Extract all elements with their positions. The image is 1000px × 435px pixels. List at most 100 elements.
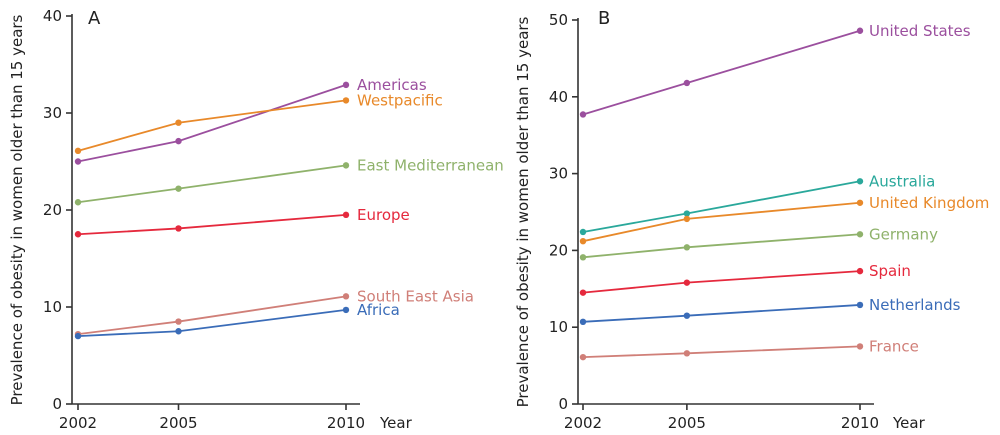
y-tick-label: 10 <box>549 318 568 336</box>
series-label: South East Asia <box>357 287 474 305</box>
y-tick-label: 40 <box>43 7 62 25</box>
x-tick-label: 2010 <box>327 414 365 432</box>
series-label: France <box>869 337 919 355</box>
data-point <box>175 318 182 325</box>
data-point <box>683 215 691 223</box>
x-tick-label: 2002 <box>59 414 97 432</box>
series-africa: Africa <box>74 301 400 340</box>
series-line <box>77 213 347 236</box>
series-label: United States <box>869 22 971 40</box>
x-tick-label: 2005 <box>159 414 197 432</box>
data-point <box>856 178 864 185</box>
y-tick-label: 50 <box>549 11 568 29</box>
series-south-east-asia: South East Asia <box>74 287 474 338</box>
data-point <box>175 119 182 126</box>
series-united-kingdom: United Kingdom <box>579 194 989 245</box>
series-line <box>582 201 861 243</box>
series-label: Germany <box>869 225 938 243</box>
series-europe: Europe <box>74 206 410 238</box>
data-point <box>856 301 864 309</box>
x-tick-label: 2010 <box>841 414 879 432</box>
data-point <box>579 353 587 361</box>
y-tick-label: 40 <box>549 88 568 106</box>
data-point <box>342 293 350 300</box>
chart-panel-a: 0 10 20 30 40 2002 2005 2010 Year Prevalence of o… <box>8 7 504 432</box>
y-tick-label: 20 <box>549 241 568 259</box>
data-point <box>683 350 691 357</box>
series-line <box>582 29 861 116</box>
series-line <box>582 304 861 323</box>
data-point <box>579 237 587 245</box>
data-point <box>579 318 587 326</box>
data-point <box>579 228 587 236</box>
y-axis-title: Prevalence of obesity in women older tha… <box>8 14 26 405</box>
data-point <box>579 289 587 296</box>
series-united-states: United States <box>579 22 971 118</box>
data-point <box>175 185 182 192</box>
data-point <box>856 231 864 238</box>
data-point <box>175 328 182 335</box>
series-label: Westpacific <box>357 91 443 109</box>
data-point <box>342 162 350 169</box>
series-line <box>77 99 347 152</box>
data-point <box>342 306 350 314</box>
series-label: Spain <box>869 262 911 280</box>
data-point <box>175 225 182 232</box>
x-tick-label: 2002 <box>564 414 602 432</box>
data-point <box>856 267 864 275</box>
data-point <box>74 199 82 206</box>
data-point <box>579 254 587 261</box>
series-australia: Australia <box>579 172 935 236</box>
x-tick-label: 2005 <box>668 414 706 432</box>
data-point <box>579 111 587 118</box>
series-line <box>582 345 861 359</box>
data-point <box>856 343 864 350</box>
chart-panel-b: 0 10 20 30 40 50 2002 2005 2010 Year Prevalence of… <box>514 8 989 432</box>
y-tick-label: 30 <box>43 104 62 122</box>
data-point <box>683 279 691 286</box>
series-label: Australia <box>869 172 935 190</box>
series-line <box>582 233 861 259</box>
series-netherlands: Netherlands <box>579 296 961 326</box>
series-label: Europe <box>357 206 410 224</box>
series-line <box>582 270 861 294</box>
series-westpacific: Westpacific <box>74 91 443 155</box>
y-tick-label: 30 <box>549 165 568 183</box>
y-tick-label: 10 <box>43 298 62 316</box>
data-point <box>175 137 182 145</box>
series-label: United Kingdom <box>869 194 989 212</box>
series-label: Netherlands <box>869 296 961 314</box>
data-point <box>856 199 864 206</box>
data-point <box>74 147 82 155</box>
y-tick-label: 0 <box>558 395 568 413</box>
y-axis-title: Prevalence of obesity in women older tha… <box>514 16 532 407</box>
data-point <box>342 211 350 219</box>
series-line <box>77 84 347 163</box>
series-americas: Americas <box>74 76 427 165</box>
series-label: East Mediterranean <box>357 156 504 174</box>
data-point <box>683 244 691 251</box>
y-tick-label: 20 <box>43 201 62 219</box>
panel-letter: A <box>88 8 101 29</box>
data-point <box>74 158 82 165</box>
data-point <box>342 81 350 89</box>
series-east-mediterranean: East Mediterranean <box>74 156 504 206</box>
series-spain: Spain <box>579 262 911 296</box>
data-point <box>683 312 691 319</box>
data-point <box>856 27 864 34</box>
data-point <box>74 231 82 238</box>
series-line <box>77 164 347 204</box>
data-point <box>74 332 82 340</box>
data-point <box>342 97 350 104</box>
y-tick-label: 0 <box>52 395 62 413</box>
data-point <box>683 210 691 217</box>
x-axis-title: Year <box>892 414 926 432</box>
x-axis-title: Year <box>379 414 413 432</box>
series-label: Africa <box>357 301 400 319</box>
series-france: France <box>579 337 919 361</box>
series-label: Americas <box>357 76 427 94</box>
series-germany: Germany <box>579 225 938 261</box>
data-point <box>683 79 691 87</box>
panel-letter: B <box>598 8 610 29</box>
